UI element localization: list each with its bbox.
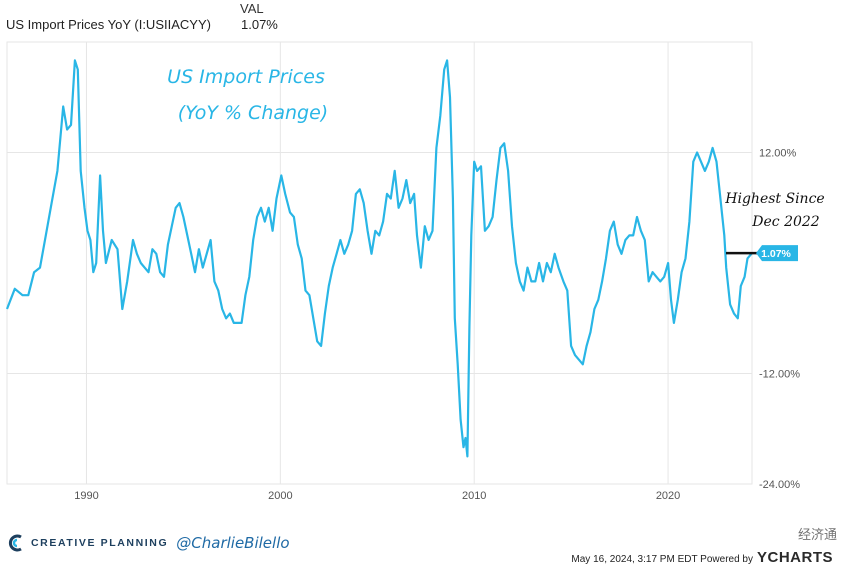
x-tick-label: 2020 [656,490,680,502]
x-tick-label: 2000 [268,490,292,502]
chart-title: US Import Prices [167,66,325,88]
y-tick-label: -24.00% [759,479,800,491]
x-tick-label: 2010 [462,490,486,502]
footer-branding: CREATIVE PLANNING @CharlieBilello [8,534,290,552]
ycharts-logo: YCHARTS [756,549,833,566]
series-value: 1.07% [241,17,278,32]
chart-subtitle: (YoY % Change) [178,102,328,124]
plot-frame [6,41,753,485]
x-tick-label: 1990 [74,490,98,502]
value-column-header: VAL [240,1,264,16]
y-tick-label: -12.00% [759,369,800,381]
axis-ticks: 1990 2000 2010 2020 12.00% -12.00% -24.00% [74,148,800,503]
series-name: US Import Prices YoY (I:USIIACYY) [6,17,211,32]
highest-since-date: Dec 2022 [751,214,820,230]
last-value-badge: 1.07% [756,245,798,262]
creative-planning-brand: CREATIVE PLANNING [31,537,169,549]
author-handle: @CharlieBilello [176,534,290,552]
last-value-badge-label: 1.07% [761,248,791,260]
timestamp: May 16, 2024, 3:17 PM EDT Powered by [571,554,753,565]
creative-planning-logo-icon [8,534,22,552]
last-value-badge-shape [756,245,798,262]
y-tick-label: 12.00% [759,148,797,160]
footer-credits: May 16, 2024, 3:17 PM EDT Powered by YCH… [571,549,833,566]
series-line-import-prices [5,59,753,458]
watermark: 经济通 [797,527,837,542]
highest-since-note: Highest Since [724,191,824,207]
